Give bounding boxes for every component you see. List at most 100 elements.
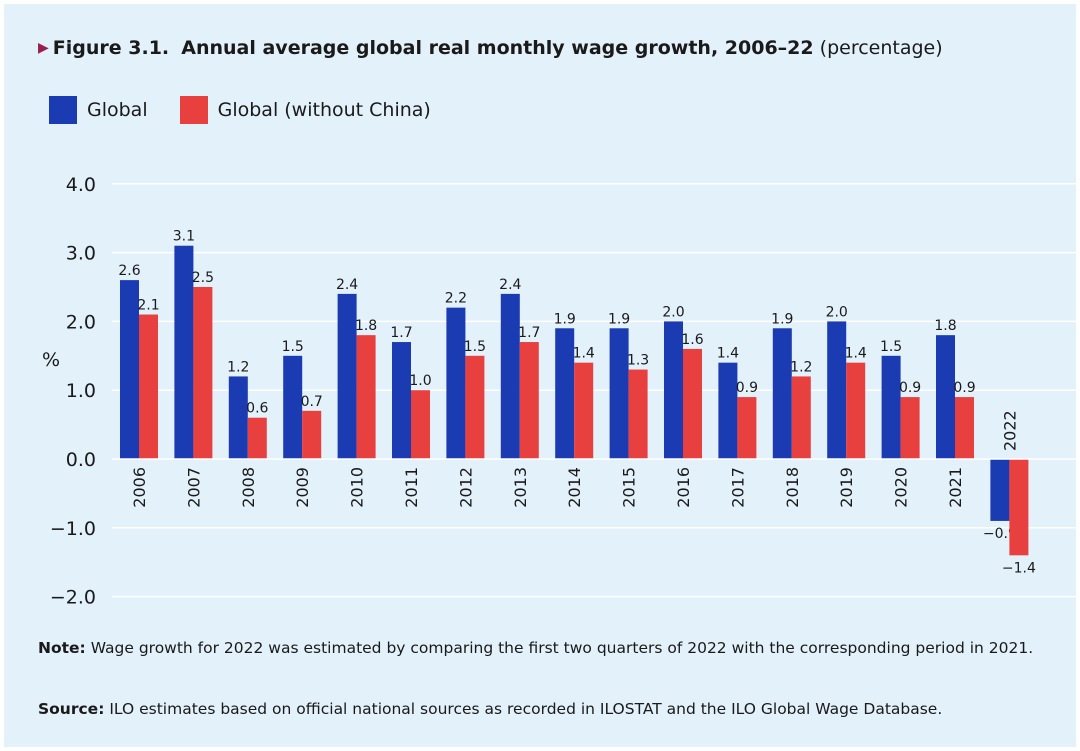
y-axis-label: % [42, 349, 60, 371]
data-label: 1.4 [717, 346, 739, 362]
x-tick-label: 2008 [239, 467, 258, 508]
data-label: 0.6 [246, 401, 268, 417]
x-tick-label: 2011 [402, 467, 421, 508]
data-label: 1.5 [880, 339, 902, 355]
figure-main-title: Annual average global real monthly wage … [181, 37, 814, 59]
data-label: 0.9 [736, 380, 758, 396]
data-label: 0.9 [953, 380, 975, 396]
data-label: −1.4 [1002, 560, 1036, 576]
x-tick-label: 2009 [293, 467, 312, 508]
data-label: 0.9 [899, 380, 921, 396]
bar-global [446, 307, 466, 459]
data-label: 2.0 [662, 304, 684, 320]
data-label: 2.0 [826, 304, 848, 320]
chart-source: Source: ILO estimates based on official … [38, 699, 1068, 720]
title-marker-icon: ▶ [38, 40, 49, 56]
data-label: 1.7 [390, 325, 412, 341]
x-tick-label: 2018 [783, 467, 802, 508]
bar-global [827, 321, 847, 459]
data-label: 1.2 [790, 359, 812, 375]
legend-item-global-without-china: Global (without China) [179, 96, 431, 124]
x-tick-label: 2017 [728, 467, 747, 508]
bar-global [555, 328, 575, 459]
bar-global [881, 355, 901, 459]
bar-global-without-china [955, 397, 974, 459]
x-tick-label: 2019 [837, 467, 856, 508]
bar-global [936, 335, 955, 459]
bar-global-without-china [628, 369, 648, 459]
legend-item-global: Global [49, 96, 148, 124]
bar-global [500, 293, 520, 459]
data-label: 0.7 [301, 394, 323, 410]
data-label: 1.8 [934, 318, 956, 334]
data-label: 1.6 [681, 332, 703, 348]
data-label: 1.9 [608, 311, 630, 327]
chart-legend: Global Global (without China) [49, 96, 463, 124]
data-label: 2.2 [445, 291, 467, 307]
data-label: 1.8 [355, 318, 377, 334]
bar-global [337, 293, 357, 459]
data-label: 1.5 [282, 339, 304, 355]
x-tick-label: 2012 [456, 467, 475, 508]
figure-number: Figure 3.1. [52, 37, 170, 59]
bar-global-without-china [139, 314, 158, 459]
bar-global [664, 321, 683, 459]
data-label: 1.0 [409, 373, 431, 389]
x-tick-label: 2021 [946, 467, 965, 508]
y-tick-label: 1.0 [66, 380, 96, 402]
data-label: 1.4 [573, 346, 595, 362]
data-label: 1.7 [518, 325, 540, 341]
x-tick-label: 2013 [511, 467, 530, 508]
bar-global [120, 280, 139, 459]
x-tick-label: 2014 [565, 467, 584, 508]
bar-global-without-china [846, 362, 866, 459]
data-label: 1.9 [771, 311, 793, 327]
bar-global-without-china [247, 417, 267, 459]
bar-global [718, 362, 738, 459]
data-label: 1.9 [554, 311, 576, 327]
bar-global [228, 376, 248, 459]
data-label: −0.9 [983, 526, 1017, 542]
x-tick-label: 2007 [184, 467, 203, 508]
bar-global-without-china [411, 390, 430, 459]
bar-global-without-china [302, 410, 322, 459]
data-label: 1.5 [464, 339, 486, 355]
data-label: 3.1 [173, 229, 195, 245]
figure-panel: ▶ Figure 3.1. Annual average global real … [4, 4, 1076, 747]
bar-global-without-china [574, 362, 594, 459]
bar-global-without-china [193, 287, 213, 459]
bar-global-without-china [737, 397, 757, 459]
y-tick-label: 4.0 [66, 174, 96, 196]
y-tick-label: −1.0 [50, 518, 96, 540]
figure-title: ▶ Figure 3.1. Annual average global real … [38, 37, 943, 59]
x-tick-label: 2010 [348, 467, 367, 508]
data-label: 2.4 [336, 277, 358, 293]
bar-global-without-china [519, 342, 539, 459]
source-text: ILO estimates based on official national… [109, 700, 943, 718]
bar-global-without-china [791, 376, 811, 459]
data-label: 2.5 [192, 270, 214, 286]
data-label: 2.1 [137, 298, 159, 314]
bar-global [174, 245, 194, 459]
note-label: Note: [38, 639, 86, 657]
bar-chart: −2.0 −1.0 0.0 1.0 2.0 3.0 4.0% 2.6 2.1 2006 3.1 2.5… [42, 174, 1076, 609]
x-tick-label: 2006 [130, 467, 149, 508]
bar-global-without-china [1009, 459, 1029, 556]
source-label: Source: [38, 700, 105, 718]
legend-swatch-global [49, 96, 77, 124]
y-tick-label: 0.0 [66, 449, 96, 471]
bar-global [283, 355, 303, 459]
x-tick-label: 2020 [892, 467, 911, 508]
bar-global [990, 459, 1010, 521]
data-label: 2.6 [118, 263, 140, 279]
x-tick-label: 2016 [674, 467, 693, 508]
figure-unit: (percentage) [819, 37, 943, 59]
bar-global-without-china [683, 348, 702, 459]
bar-global-without-china [900, 397, 920, 459]
y-tick-label: 3.0 [66, 243, 96, 265]
y-tick-label: −2.0 [50, 587, 96, 609]
bar-global [772, 328, 792, 459]
chart-note: Note: Wage growth for 2022 was estimated… [38, 638, 1038, 659]
bar-global-without-china [465, 355, 485, 459]
data-label: 1.4 [845, 346, 867, 362]
